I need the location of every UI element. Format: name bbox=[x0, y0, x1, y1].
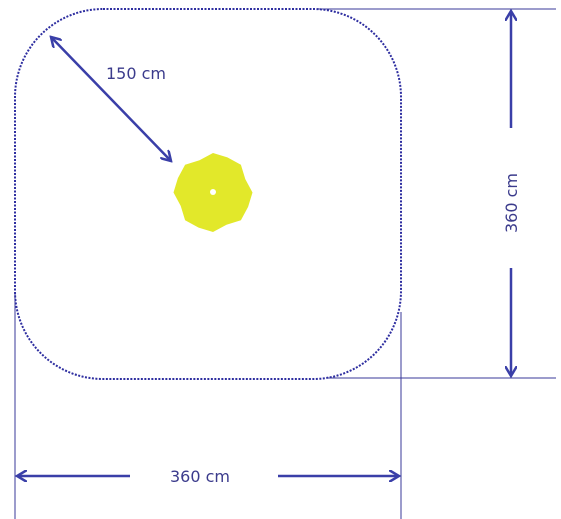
safety-zone-boundary bbox=[14, 8, 402, 380]
radius-label: 150 cm bbox=[106, 64, 166, 83]
height-label: 360 cm bbox=[502, 173, 521, 233]
umbrella-center bbox=[210, 189, 216, 195]
radius-arrow bbox=[51, 37, 171, 161]
width-label: 360 cm bbox=[170, 467, 230, 486]
